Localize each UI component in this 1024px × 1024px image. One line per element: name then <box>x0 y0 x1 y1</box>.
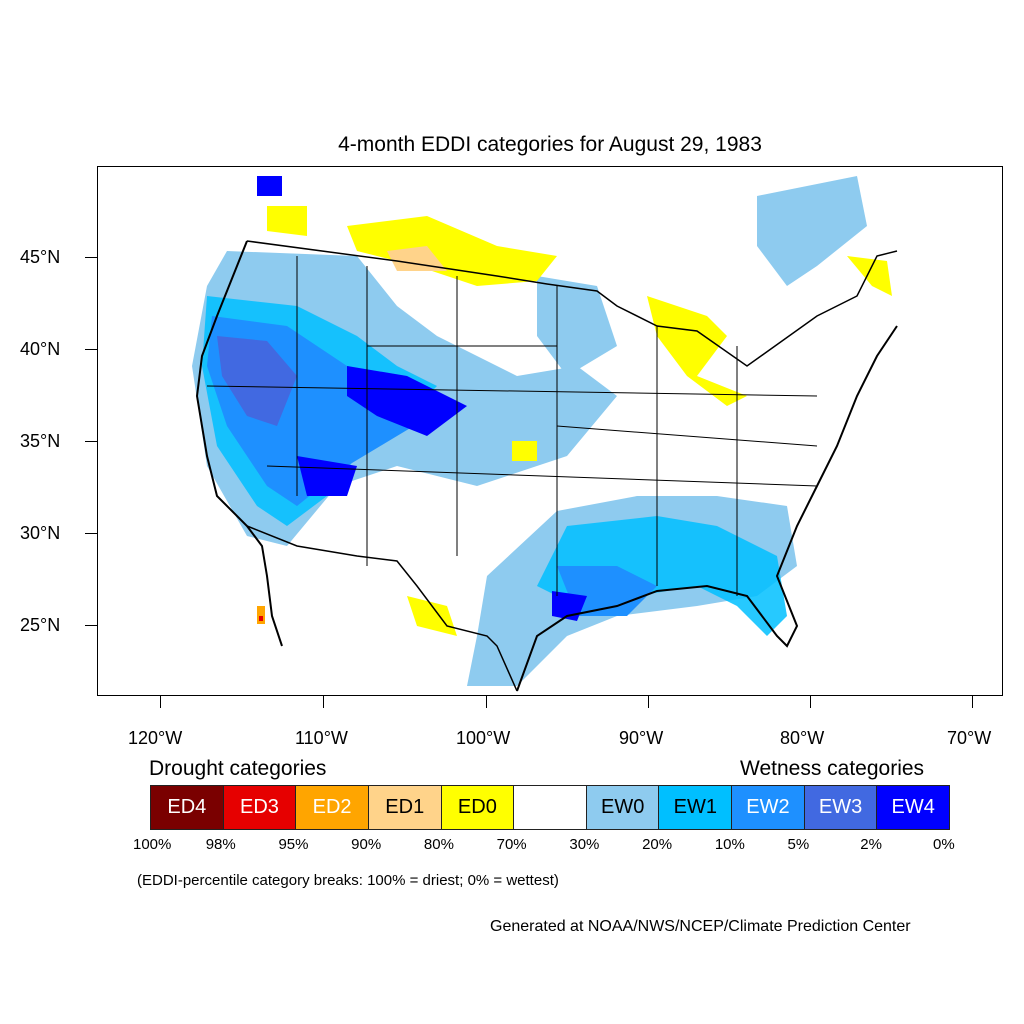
legend-category-ed2: ED2 <box>296 786 369 829</box>
legend-break-label: 95% <box>278 836 309 853</box>
lon-tick <box>323 696 324 708</box>
map-panel <box>97 166 1003 696</box>
legend-break-label: 20% <box>642 836 673 853</box>
legend-category-ew3: EW3 <box>804 786 878 829</box>
legend-category-ed0: ED0 <box>441 786 515 829</box>
patch-ew4-montana <box>257 176 282 196</box>
legend-break-label: 98% <box>205 836 236 853</box>
patch-ed0-kansas <box>512 441 537 461</box>
lon-label-120: 120°W <box>128 728 183 748</box>
wetness-heading: Wetness categories <box>740 757 925 780</box>
lon-label-90: 90°W <box>619 728 664 748</box>
legend-break-label: 90% <box>351 836 382 853</box>
state-line-8 <box>266 465 818 487</box>
patch-ew1-gulf <box>537 516 787 636</box>
lat-tick <box>85 349 97 350</box>
legend-break-label: 70% <box>496 836 527 853</box>
patch-ed0-great-lakes <box>647 296 747 406</box>
map-title: 4-month EDDI categories for August 29, 1… <box>338 133 762 156</box>
patch-ed2-coast <box>257 606 265 624</box>
lon-label-80: 80°W <box>780 728 825 748</box>
state-line-10 <box>556 425 818 447</box>
legend-break-label: 30% <box>569 836 600 853</box>
map-border <box>97 166 1003 696</box>
legend-category-ew4: EW4 <box>877 786 950 829</box>
lon-label-110: 110°W <box>295 728 348 748</box>
legend-category-ed3: ED3 <box>223 786 297 829</box>
legend-break-label: 100% <box>133 836 172 853</box>
legend-break-label: 10% <box>714 836 745 853</box>
category-note: (EDDI-percentile category breaks: 100% =… <box>137 872 559 889</box>
legend-break-label: 0% <box>933 836 955 853</box>
legend-category-ed1: ED1 <box>368 786 442 829</box>
legend-break-label: 2% <box>860 836 882 853</box>
boundary-lines <box>195 240 898 692</box>
lon-tick <box>160 696 161 708</box>
lon-tick <box>810 696 811 708</box>
lat-label-45: 45°N <box>20 247 61 267</box>
legend-category-ew2: EW2 <box>732 786 805 829</box>
patch-ed0-texas <box>407 596 457 636</box>
lat-tick <box>85 257 97 258</box>
patch-ed1-north-dakota <box>387 246 447 271</box>
patch-ed3-coast <box>259 616 263 621</box>
patch-ew4-arizona <box>297 456 357 496</box>
credit-line: Generated at NOAA/NWS/NCEP/Climate Predi… <box>490 918 911 935</box>
lat-tick <box>85 441 97 442</box>
lat-tick <box>85 625 97 626</box>
lat-label-35: 35°N <box>20 431 61 451</box>
legend-break-label: 80% <box>423 836 454 853</box>
lat-label-25: 25°N <box>20 615 61 635</box>
us-mexico-border <box>246 525 518 692</box>
lon-label-100: 100°W <box>456 728 511 748</box>
gulf-coastline <box>516 325 898 692</box>
pacific-coastline <box>195 240 283 647</box>
drought-heading: Drought categories <box>149 757 327 780</box>
lat-tick <box>85 533 97 534</box>
legend-category-neutral <box>514 786 587 829</box>
patch-ed0-montana <box>267 206 307 236</box>
lon-tick <box>972 696 973 708</box>
lon-tick <box>648 696 649 708</box>
legend-color-bar: ED4 ED3 ED2 ED1 ED0 EW0 EW1 EW2 EW3 EW4 <box>150 785 950 830</box>
lon-tick <box>486 696 487 708</box>
patch-ew3-great-basin <box>217 336 297 426</box>
lat-label-30: 30°N <box>20 523 61 543</box>
patch-ew0-north <box>757 176 867 286</box>
patch-ew4-colorado <box>347 366 467 436</box>
legend-category-ew0: EW0 <box>586 786 660 829</box>
state-line-7 <box>206 385 818 397</box>
lat-label-40: 40°N <box>20 339 61 359</box>
lon-label-70: 70°W <box>947 728 992 748</box>
legend-category-ed4: ED4 <box>151 786 224 829</box>
patch-ed0-northeast <box>847 256 892 296</box>
patch-ed0-northern-plains <box>347 216 557 286</box>
legend-break-label: 5% <box>787 836 810 853</box>
legend-category-ew1: EW1 <box>659 786 733 829</box>
patch-ew0-lakes <box>537 276 617 376</box>
